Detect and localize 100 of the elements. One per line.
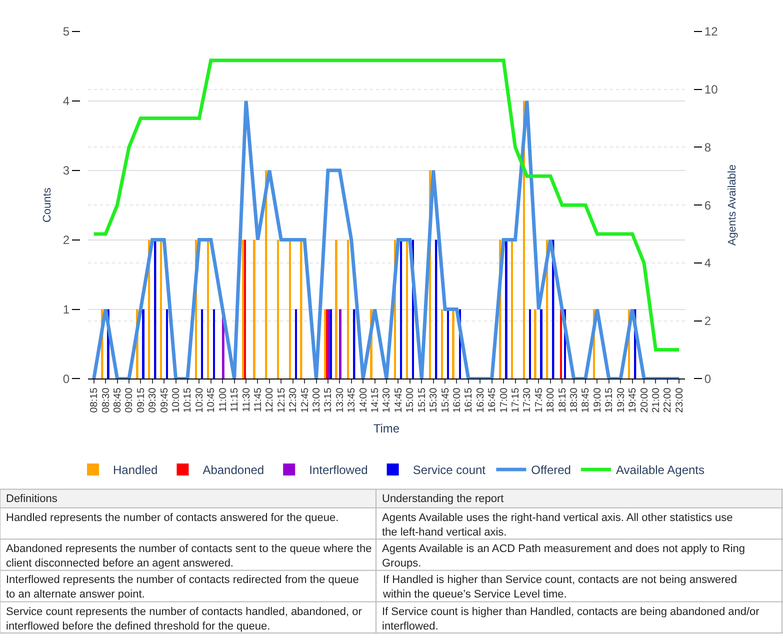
bar: [277, 240, 279, 379]
bar: [511, 240, 513, 379]
x-tick-label: 18:45: [580, 387, 592, 413]
line-series: [92, 99, 681, 379]
bar: [406, 240, 408, 379]
x-tick-label: 19:30: [616, 387, 627, 413]
bar: [160, 240, 162, 379]
bar: [207, 240, 209, 379]
bar: [505, 240, 508, 379]
legend-label: Handled: [113, 463, 158, 478]
x-tick-label: 17:30: [522, 387, 534, 413]
x-tick-label: 14:15: [370, 387, 382, 413]
y2-tick-label: 10: [704, 82, 718, 97]
bar: [166, 309, 168, 379]
y-tick-label: 5: [62, 24, 70, 39]
line-series: [92, 58, 681, 352]
x-tick-label: 15:30: [428, 387, 440, 413]
x-tick-label: 22:00: [662, 387, 674, 413]
x-tick-label: 08:30: [100, 387, 112, 413]
x-tick-label: 19:45: [628, 387, 639, 413]
bar: [335, 240, 338, 379]
bar: [347, 240, 350, 379]
bar: [339, 309, 342, 379]
x-tick-label: 11:00: [218, 387, 229, 412]
bar: [540, 309, 543, 379]
x-tick-label: 15:00: [405, 387, 416, 413]
x-tick-label: 09:45: [159, 387, 170, 413]
bar: [142, 309, 145, 379]
text: Agents Available uses the right-hand vertical axis. All other statistics use the left-hand vertical axis.: [382, 512, 733, 538]
bar: [529, 309, 531, 379]
text: Abandoned represents the number of contacts sent to the queue where the client disconnected before an agent answered.: [6, 543, 372, 570]
x-tick-label: 08:15: [89, 387, 100, 413]
text: Agents Available is an ACD Path measurement and does not apply to Ring Groups.: [382, 543, 746, 570]
text: If Handled is higher than Service count, contacts are not being answered within the queue’s Service Level time.: [382, 574, 738, 600]
bar: [253, 240, 256, 379]
y-tick-label: 3: [62, 164, 70, 178]
bar: [447, 309, 449, 379]
x-tick-label: 17:45: [534, 387, 545, 413]
x-tick-label: 19:00: [592, 387, 604, 413]
x-tick-label: 08:45: [112, 387, 124, 413]
x-tick-label: 10:15: [182, 387, 194, 413]
x-tick-label: 12:30: [288, 387, 300, 413]
x-tick-label: 16:00: [452, 387, 463, 413]
y2-tick-label: 2: [704, 314, 712, 328]
bar: [560, 309, 562, 379]
bar: [201, 309, 204, 379]
x-tick-label: 11:15: [230, 387, 241, 412]
text: Understanding the report: [382, 493, 504, 505]
x-tick-label: 17:00: [498, 387, 510, 413]
x-tick-label: 13:30: [334, 387, 346, 413]
y-tick-label: 1: [62, 302, 70, 316]
y2-tick-label: 8: [704, 140, 712, 154]
x-tick-label: 11:45: [252, 387, 264, 412]
x-tick-label: 15:45: [440, 387, 452, 413]
bar: [534, 309, 536, 379]
x-tick-label: 10:30: [194, 387, 206, 413]
x-tick-label: 10:45: [206, 387, 218, 413]
text: If Service count is higher than Handled, contacts are being abandoned and/or interflowed.: [382, 606, 760, 632]
x-axis-title: Time: [373, 422, 400, 436]
y-tick-label: 0: [62, 372, 70, 386]
x-tick-label: 19:15: [604, 387, 616, 413]
y2-tick-label: 0: [704, 372, 712, 386]
text: Service count represents the number of contacts handled, abandoned, or interflowed before the defined threshold for the queue.: [6, 606, 362, 632]
x-tick-label: 16:15: [464, 387, 475, 413]
x-tick-label: 13:45: [346, 387, 358, 413]
bar: [213, 309, 215, 379]
x-tick-label: 14:00: [358, 387, 370, 413]
text: Definitions: [6, 493, 58, 505]
y-tick-label: 2: [62, 233, 70, 248]
legend-label: Available Agents: [616, 463, 705, 478]
x-tick-label: 12:15: [276, 387, 288, 413]
y2-axis-title: Agents Available: [726, 164, 738, 246]
bar: [400, 240, 402, 379]
bar: [300, 240, 302, 379]
x-tick-label: 14:45: [393, 387, 404, 413]
x-tick-label: 09:30: [148, 387, 159, 413]
legend-label: Interflowed: [309, 463, 368, 478]
text: Handled represents the number of contacts answered for the queue.: [6, 512, 339, 524]
x-tick-label: 14:30: [382, 387, 393, 413]
bar: [295, 309, 297, 379]
bar: [289, 240, 291, 379]
y2-tick-label: 4: [704, 256, 712, 270]
legend-label: Service count: [412, 463, 486, 478]
x-tick-label: 16:30: [475, 387, 486, 413]
x-tick-label: 17:15: [510, 387, 522, 413]
bar: [441, 309, 443, 379]
x-tick-label: 15:15: [416, 387, 428, 413]
x-tick-label: 18:15: [557, 387, 568, 413]
legend-label: Offered: [531, 463, 571, 478]
x-tick-label: 18:30: [569, 387, 580, 413]
x-tick-label: 21:00: [650, 387, 662, 413]
x-tick-label: 12:00: [264, 387, 276, 413]
y-tick-label: 4: [62, 94, 70, 108]
x-tick-label: 11:30: [241, 387, 252, 412]
x-tick-label: 10:00: [171, 387, 182, 413]
x-tick-label: 20:00: [639, 387, 650, 413]
y2-tick-label: 12: [704, 24, 718, 39]
x-tick-label: 16:45: [487, 387, 498, 413]
x-tick-label: 12:45: [300, 387, 311, 413]
x-tick-label: 13:00: [312, 387, 323, 413]
